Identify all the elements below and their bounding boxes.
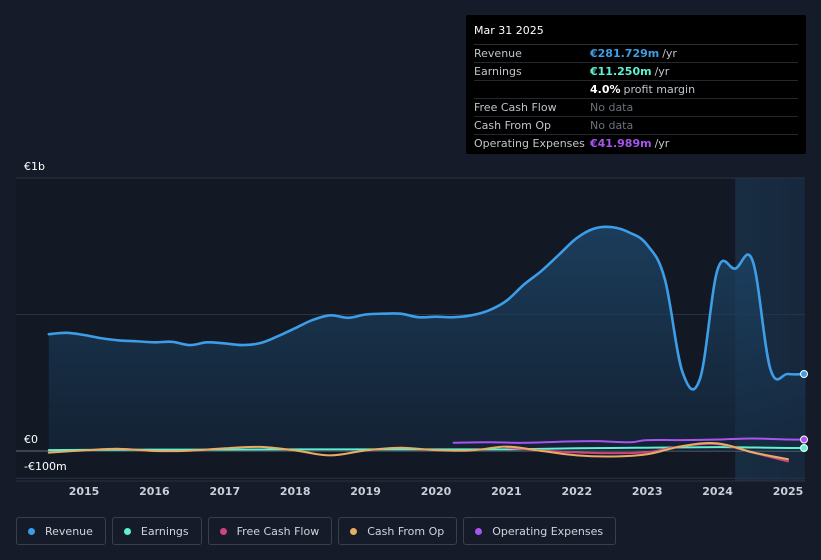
tooltip-label: Earnings <box>474 65 522 78</box>
tooltip-value: No data <box>590 101 634 114</box>
legend-label: Cash From Op <box>367 524 445 538</box>
legend-dot-icon <box>219 527 227 535</box>
x-tick-label: 2020 <box>421 485 452 498</box>
tooltip-unit: /yr <box>662 47 677 60</box>
legend-dot-icon <box>350 527 358 535</box>
tooltip-row: Earnings €11.250m/yr <box>474 63 798 81</box>
legend-item-revenue[interactable]: Revenue <box>16 517 106 545</box>
revenue-line <box>47 225 807 391</box>
tooltip-date: Mar 31 2025 <box>474 23 798 45</box>
tooltip-value: €41.989m <box>590 137 652 150</box>
operating-expenses-end-marker <box>800 435 808 444</box>
x-tick-label: 2019 <box>350 485 381 498</box>
tooltip-row: Operating Expenses €41.989m/yr <box>474 135 798 152</box>
tooltip-label: Revenue <box>474 47 522 60</box>
x-tick-label: 2016 <box>139 485 170 498</box>
tooltip-value: €281.729m <box>590 47 660 60</box>
tooltip-unit: /yr <box>654 137 670 150</box>
x-tick-label: 2022 <box>561 485 592 498</box>
x-tick-label: 2015 <box>69 485 100 498</box>
tooltip-unit: /yr <box>654 65 670 78</box>
y-tick-label: €0 <box>24 433 38 446</box>
y-tick-label: -€100m <box>24 460 67 473</box>
tooltip-label: Cash From Op <box>474 119 552 132</box>
tooltip-value: No data <box>590 119 634 132</box>
y-tick-label: €1b <box>24 160 45 173</box>
legend-label: Free Cash Flow <box>236 524 320 538</box>
earnings-line <box>47 446 807 452</box>
tooltip-label <box>474 81 590 98</box>
x-tick-label: 2025 <box>773 485 804 498</box>
x-tick-label: 2018 <box>280 485 311 498</box>
tooltip: Mar 31 2025 Revenue €281.729m/yr Earnings €… <box>466 15 806 154</box>
legend-item-operating-expenses[interactable]: Operating Expenses <box>463 517 617 545</box>
tooltip-value: 4.0% <box>590 83 621 96</box>
legend-dot-icon <box>475 527 483 535</box>
tooltip-row: Cash From Op No data <box>474 117 798 135</box>
x-tick-label: 2024 <box>702 485 733 498</box>
legend-dot-icon <box>28 527 35 535</box>
legend-dot-icon <box>123 527 131 535</box>
tooltip-row: Revenue €281.729m/yr <box>474 45 798 63</box>
legend-item-cash-from-op[interactable]: Cash From Op <box>338 517 458 545</box>
x-tick-label: 2021 <box>491 485 522 498</box>
tooltip-value: €11.250m <box>590 65 652 78</box>
earnings-end-marker <box>800 443 808 452</box>
legend: Revenue Earnings Free Cash Flow Cash From O… <box>16 517 622 547</box>
operating-expenses-line <box>452 437 807 444</box>
tooltip-row: 4.0% profit margin <box>474 81 798 99</box>
tooltip-label: Free Cash Flow <box>474 101 557 114</box>
revenue-area <box>48 226 806 451</box>
x-tick-label: 2017 <box>209 485 240 498</box>
legend-item-earnings[interactable]: Earnings <box>111 517 202 545</box>
legend-label: Revenue <box>45 524 93 538</box>
tooltip-row: Free Cash Flow No data <box>474 99 798 117</box>
tooltip-label: Operating Expenses <box>474 137 585 150</box>
x-tick-label: 2023 <box>632 485 663 498</box>
legend-label: Earnings <box>140 524 189 538</box>
tooltip-unit: profit margin <box>623 83 696 96</box>
legend-item-free-cash-flow[interactable]: Free Cash Flow <box>207 517 333 545</box>
cash-from-op-line <box>47 442 789 461</box>
legend-label: Operating Expenses <box>492 524 604 538</box>
revenue-end-marker <box>800 370 808 379</box>
